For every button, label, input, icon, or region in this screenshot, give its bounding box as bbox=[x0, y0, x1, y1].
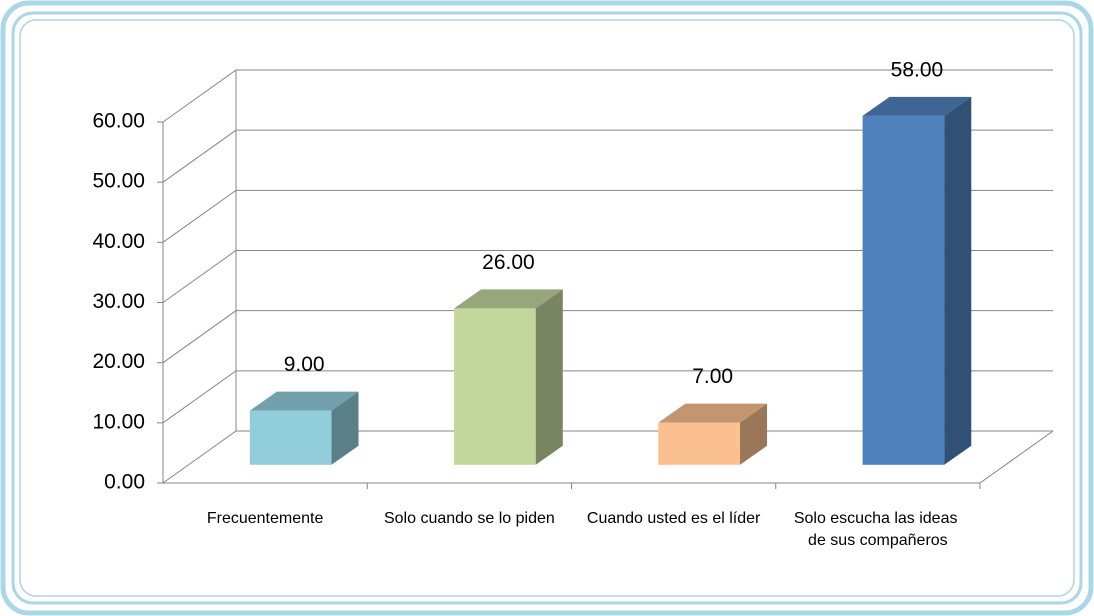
y-tick-label: 0.00 bbox=[104, 471, 145, 494]
grid-line bbox=[162, 69, 1053, 123]
bar-front bbox=[454, 308, 536, 465]
grid-line bbox=[162, 370, 1053, 424]
inner-frame-line bbox=[19, 19, 1075, 597]
bar-top bbox=[454, 289, 563, 309]
x-tick-label: Frecuentemente bbox=[207, 510, 324, 527]
y-tick-label: 30.00 bbox=[92, 290, 145, 313]
bar-side bbox=[944, 96, 972, 465]
grid-line bbox=[162, 129, 1053, 183]
y-tick-label: 10.00 bbox=[92, 410, 145, 433]
bar-front bbox=[249, 410, 332, 465]
grid-line bbox=[162, 250, 1053, 303]
bar-side bbox=[740, 403, 768, 465]
value-label: 26.00 bbox=[482, 251, 535, 274]
bar-front bbox=[658, 422, 741, 465]
bar-side bbox=[331, 391, 359, 465]
bar-top bbox=[862, 96, 972, 116]
bar-top bbox=[658, 403, 768, 423]
y-tick-label: 40.00 bbox=[92, 230, 145, 253]
y-tick-label: 60.00 bbox=[92, 110, 145, 133]
x-tick-label: Solo escucha las ideas de sus compañeros bbox=[794, 510, 962, 549]
y-tick-label: 50.00 bbox=[92, 170, 145, 193]
value-label: 7.00 bbox=[692, 365, 733, 388]
bar-side bbox=[535, 289, 563, 465]
grid-line bbox=[162, 430, 1053, 484]
x-tick-label: Cuando usted es el líder bbox=[587, 510, 761, 527]
x-tick-label: Solo cuando se lo piden bbox=[384, 510, 555, 527]
value-label: 9.00 bbox=[284, 353, 325, 376]
bar-top bbox=[249, 391, 359, 411]
inner-frame bbox=[11, 11, 1083, 605]
y-tick-label: 20.00 bbox=[92, 350, 145, 373]
grid-line bbox=[162, 310, 1053, 364]
grid-line bbox=[162, 189, 1053, 243]
value-label: 58.00 bbox=[891, 58, 944, 81]
bar-front bbox=[862, 115, 945, 465]
